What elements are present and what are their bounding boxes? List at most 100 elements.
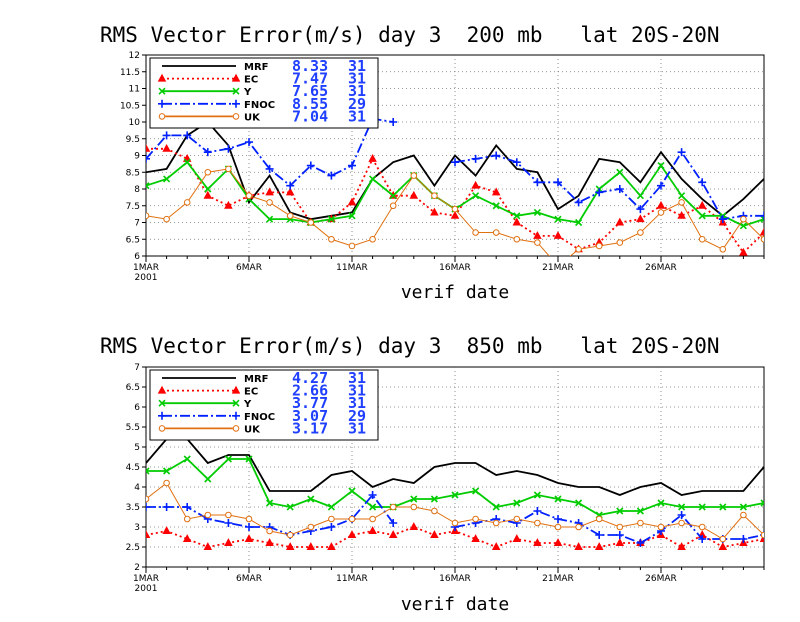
data-point	[409, 522, 419, 530]
data-point	[369, 503, 377, 511]
y-tick-label: 12	[129, 51, 140, 61]
series-y	[146, 455, 764, 519]
legend-mean-value: 3.77	[292, 394, 328, 412]
data-point	[163, 479, 170, 487]
data-point	[203, 148, 212, 157]
data-point	[677, 511, 686, 519]
legend-mean-value: 3.17	[292, 419, 328, 437]
data-point	[369, 235, 376, 243]
data-point	[231, 73, 241, 82]
series-fnoc	[146, 114, 764, 224]
data-point	[328, 235, 335, 243]
data-point	[183, 455, 191, 463]
data-point	[533, 491, 541, 499]
data-point	[471, 180, 480, 189]
data-point	[657, 161, 665, 170]
data-point	[327, 215, 335, 223]
series-line	[454, 510, 764, 544]
data-point	[553, 538, 563, 546]
legend-mean-value: 8.33	[292, 57, 328, 75]
data-point	[554, 515, 562, 523]
data-point	[204, 475, 212, 483]
data-point	[409, 190, 419, 199]
data-point	[657, 181, 665, 190]
data-point	[266, 199, 273, 206]
data-point	[204, 511, 212, 519]
x-tick-label: 1MAR	[133, 574, 159, 584]
data-point	[347, 530, 357, 538]
legend-entry: FNOC 3.07 29	[158, 407, 366, 425]
data-point	[575, 218, 583, 227]
chart-panel-2: RMS Vector Error(m/s) day 3 850 mb lat 2…	[100, 334, 765, 615]
y-tick-label: 5	[134, 443, 140, 453]
data-point	[266, 215, 274, 223]
legend-mean-value: 8.55	[292, 95, 328, 113]
x-tick-label: 11MAR	[336, 263, 368, 273]
data-point	[410, 495, 418, 503]
data-point	[678, 199, 685, 206]
data-point	[615, 538, 625, 546]
data-point	[146, 467, 150, 475]
data-point	[348, 161, 356, 170]
data-point	[534, 239, 541, 246]
data-point	[719, 503, 727, 511]
data-point	[232, 425, 240, 432]
data-point	[677, 148, 686, 157]
data-point	[575, 523, 582, 531]
data-point	[327, 542, 336, 550]
series-line	[454, 150, 764, 221]
y-tick-label: 2.5	[126, 543, 140, 553]
data-point	[471, 154, 480, 163]
data-point	[162, 143, 171, 152]
data-point	[285, 187, 295, 196]
legend-mean-value: 4.27	[292, 369, 328, 387]
data-point	[285, 542, 295, 550]
data-point	[616, 507, 624, 515]
legend-count-value: 31	[348, 382, 366, 400]
data-point	[451, 158, 459, 167]
data-point	[472, 487, 480, 495]
data-point	[472, 515, 479, 523]
data-point	[760, 211, 764, 220]
legend-mean-value: 3.07	[292, 407, 328, 425]
data-point	[224, 144, 233, 153]
y-tick-label: 8.5	[126, 168, 140, 178]
data-point	[162, 503, 171, 511]
data-point	[348, 515, 356, 523]
data-point	[389, 202, 397, 210]
legend-series-name: MRF	[244, 62, 268, 73]
legend-entry: EC 2.66 31	[157, 382, 366, 400]
data-point	[348, 212, 356, 220]
legend-mean-value: 7.04	[292, 107, 328, 125]
data-point	[636, 205, 645, 214]
data-point	[759, 227, 764, 236]
data-point	[574, 542, 583, 550]
data-point	[595, 531, 604, 539]
legend-series-name: EC	[244, 387, 258, 398]
data-point	[719, 535, 727, 543]
data-point	[657, 523, 665, 531]
data-point	[266, 527, 273, 535]
x-tick-label: 26MAR	[645, 574, 677, 584]
x-tick-sublabel: 2001	[135, 584, 158, 594]
data-point	[146, 503, 150, 511]
data-point	[595, 515, 603, 523]
legend-series-name: UK	[244, 112, 261, 123]
data-point	[739, 247, 748, 256]
data-point	[430, 530, 439, 538]
data-point	[163, 467, 171, 475]
series-uk	[146, 165, 764, 256]
legend-entry: EC 7.47 31	[157, 70, 366, 88]
y-tick-label: 2	[134, 563, 140, 573]
data-point	[368, 526, 377, 534]
data-point	[163, 215, 170, 223]
x-tick-label: 21MAR	[542, 574, 574, 584]
legend-count-value: 31	[348, 394, 366, 412]
data-point	[575, 246, 582, 253]
data-point	[472, 229, 479, 236]
x-tick-label: 26MAR	[645, 263, 677, 273]
data-point	[698, 523, 706, 531]
legend-count-value: 29	[348, 407, 366, 425]
data-point	[718, 215, 727, 224]
